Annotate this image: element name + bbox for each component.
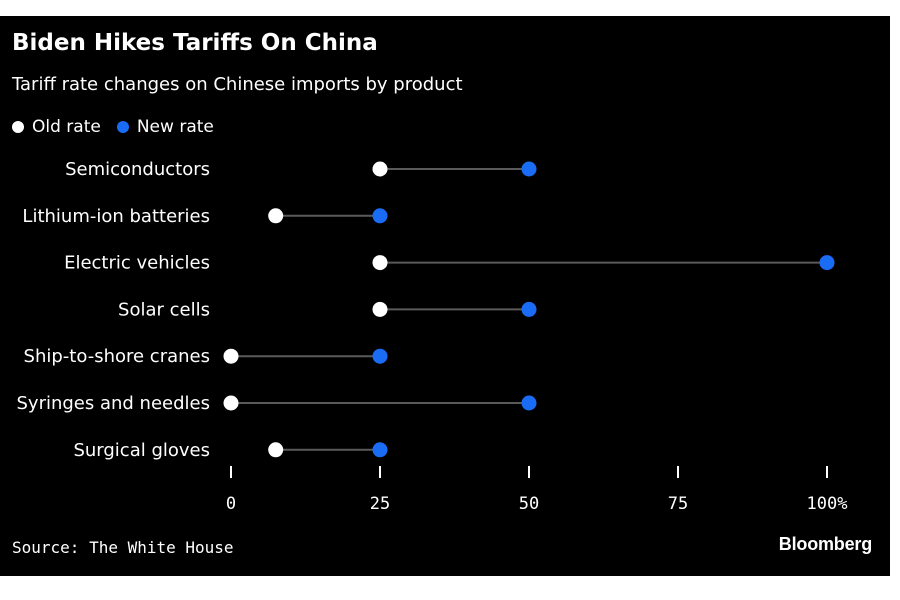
chart-subtitle: Tariff rate changes on Chinese imports b… xyxy=(12,74,463,95)
old-rate-point-lithium-ion-batteries xyxy=(268,208,284,224)
legend-label-new: New rate xyxy=(136,117,214,137)
x-tick-label-25: 25 xyxy=(370,494,390,514)
new-rate-point-ship-to-shore-cranes xyxy=(372,348,388,364)
category-label-lithium-ion-batteries: Lithium-ion batteries xyxy=(22,206,210,227)
new-rate-point-electric-vehicles xyxy=(819,255,835,271)
legend-dot-old xyxy=(12,121,24,133)
category-label-ship-to-shore-cranes: Ship-to-shore cranes xyxy=(24,346,210,367)
old-rate-point-electric-vehicles xyxy=(372,255,388,271)
new-rate-point-syringes-and-needles xyxy=(521,395,537,411)
category-label-semiconductors: Semiconductors xyxy=(65,159,210,180)
category-label-surgical-gloves: Surgical gloves xyxy=(73,440,210,461)
old-rate-point-solar-cells xyxy=(372,301,388,317)
chart-panel xyxy=(0,16,890,576)
x-tick-label-50: 50 xyxy=(519,494,539,514)
legend-label-old: Old rate xyxy=(32,117,101,137)
x-tick-label-0: 0 xyxy=(226,494,236,514)
legend: Old rate New rate xyxy=(12,115,230,139)
new-rate-point-solar-cells xyxy=(521,301,537,317)
legend-dot-new xyxy=(116,121,129,133)
old-rate-point-semiconductors xyxy=(372,161,388,177)
new-rate-point-semiconductors xyxy=(521,161,537,177)
new-rate-point-surgical-gloves xyxy=(372,442,388,458)
x-tick-label-75: 75 xyxy=(668,494,688,514)
old-rate-point-syringes-and-needles xyxy=(223,395,239,411)
new-rate-point-lithium-ion-batteries xyxy=(372,208,388,224)
category-label-syringes-and-needles: Syringes and needles xyxy=(16,393,210,414)
x-tick-label-100: 100% xyxy=(807,494,848,514)
old-rate-point-ship-to-shore-cranes xyxy=(223,348,239,364)
source-note: Source: The White House xyxy=(12,538,234,557)
legend-item-new: New rate xyxy=(116,117,214,137)
chart-title: Biden Hikes Tariffs On China xyxy=(12,30,378,56)
legend-item-old: Old rate xyxy=(12,117,101,137)
category-label-solar-cells: Solar cells xyxy=(118,299,210,320)
bloomberg-logo: Bloomberg xyxy=(778,534,872,554)
category-label-electric-vehicles: Electric vehicles xyxy=(64,253,210,274)
old-rate-point-surgical-gloves xyxy=(268,442,284,458)
